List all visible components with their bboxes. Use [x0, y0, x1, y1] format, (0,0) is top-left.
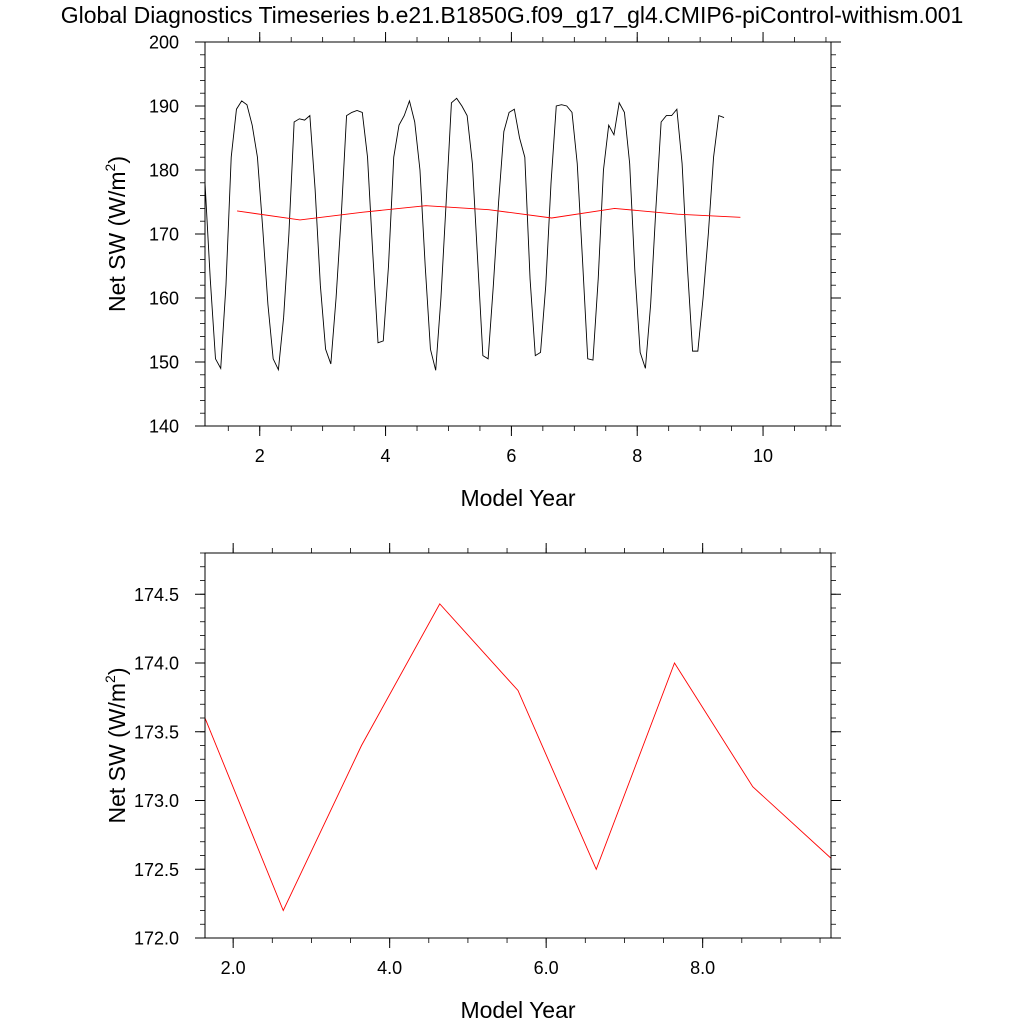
bottom-plot-x-tick-label: 6.0	[534, 958, 559, 978]
bottom-plot-x-tick-label: 4.0	[377, 958, 402, 978]
top-plot-monthly-series-line	[205, 97, 725, 372]
top-plot-y-tick-label: 150	[149, 353, 179, 373]
bottom-plot-y-tick-label: 173.5	[134, 722, 179, 742]
top-plot-x-tick-label: 10	[753, 446, 773, 466]
bottom-plot-annual-series-line	[205, 603, 831, 912]
top-plot: 2 4 6 8 10 140 150 160 170 180 190 200 Model Year N…	[102, 32, 841, 511]
bottom-plot-y-axis-label-close: )	[104, 667, 130, 675]
bottom-plot-y-tick-label: 174.0	[134, 654, 179, 674]
top-plot-y-axis-label-sup: 2	[102, 163, 118, 171]
top-plot-marks	[205, 97, 741, 372]
top-plot-frame	[204, 41, 832, 427]
bottom-plot-y-tick-label: 173.0	[134, 791, 179, 811]
bottom-plot-x-tick-label: 2.0	[221, 958, 246, 978]
bottom-plot-frame	[204, 552, 832, 939]
bottom-plot-y-tick-label: 174.5	[134, 585, 179, 605]
bottom-plot-y-tick-label: 172.5	[134, 860, 179, 880]
top-plot-y-tick-label: 200	[149, 33, 179, 53]
bottom-plot-y-axis-label: Net SW (W/m2)	[102, 667, 130, 823]
top-plot-annual-series-line	[237, 205, 741, 221]
bottom-plot-ticks: 2.0 4.0 6.0 8.0 172.0 172.5 173.0 173.5 174.0 174…	[134, 543, 841, 978]
bottom-plot-x-tick-label: 8.0	[690, 958, 715, 978]
top-plot-x-tick-label: 2	[255, 446, 265, 466]
top-plot-y-tick-label: 140	[149, 417, 179, 437]
top-plot-y-tick-label: 160	[149, 289, 179, 309]
bottom-plot-y-tick-label: 172.0	[134, 929, 179, 949]
top-plot-y-axis-label-main: Net SW (W/m	[104, 171, 130, 312]
bottom-plot-y-axis-label-sup: 2	[102, 675, 118, 683]
top-plot-y-tick-label: 170	[149, 225, 179, 245]
top-plot-x-tick-label: 6	[506, 446, 516, 466]
top-plot-y-axis-label: Net SW (W/m2)	[102, 156, 130, 312]
top-plot-y-axis-label-close: )	[104, 156, 130, 164]
bottom-plot: 2.0 4.0 6.0 8.0 172.0 172.5 173.0 173.5 174.0 174…	[102, 543, 841, 1023]
top-plot-y-tick-label: 180	[149, 161, 179, 181]
top-plot-ticks: 2 4 6 8 10 140 150 160 170 180 190 200	[149, 32, 841, 466]
top-plot-x-tick-label: 4	[381, 446, 391, 466]
bottom-plot-y-axis-label-main: Net SW (W/m	[104, 683, 130, 824]
bottom-plot-marks	[205, 603, 831, 912]
top-plot-x-axis-label: Model Year	[460, 485, 575, 511]
bottom-plot-x-axis-label: Model Year	[460, 997, 575, 1023]
top-plot-x-tick-label: 8	[632, 446, 642, 466]
page-title: Global Diagnostics Timeseries b.e21.B185…	[60, 2, 964, 28]
top-plot-y-tick-label: 190	[149, 97, 179, 117]
